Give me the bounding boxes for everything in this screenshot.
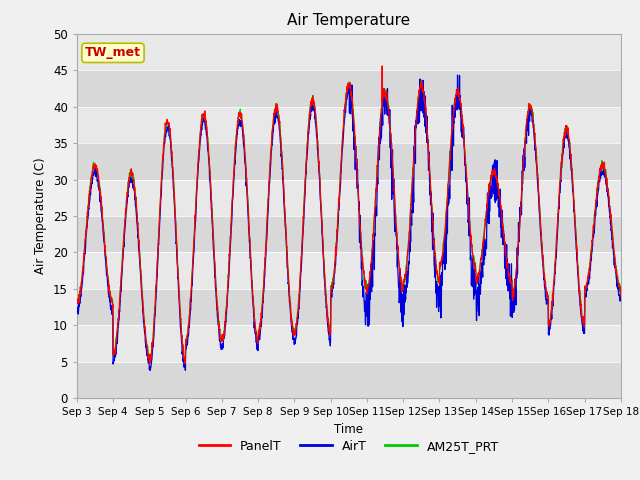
Legend: PanelT, AirT, AM25T_PRT: PanelT, AirT, AM25T_PRT	[194, 435, 504, 458]
X-axis label: Time: Time	[334, 423, 364, 436]
Bar	[77, 216, 621, 252]
Y-axis label: Air Temperature (C): Air Temperature (C)	[35, 158, 47, 274]
Bar	[77, 70, 621, 107]
Title: Air Temperature: Air Temperature	[287, 13, 410, 28]
Bar	[77, 252, 621, 289]
Bar	[77, 107, 621, 143]
Bar	[77, 34, 621, 70]
Bar	[77, 180, 621, 216]
Text: TW_met: TW_met	[85, 47, 141, 60]
Bar	[77, 325, 621, 362]
Bar	[77, 289, 621, 325]
Bar	[77, 362, 621, 398]
Bar	[77, 143, 621, 180]
